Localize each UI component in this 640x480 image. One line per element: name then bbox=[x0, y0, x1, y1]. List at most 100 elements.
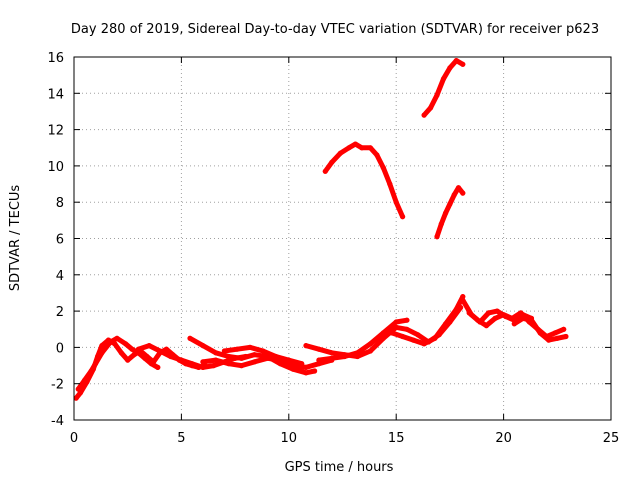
data-point bbox=[393, 319, 399, 325]
data-point bbox=[168, 353, 174, 360]
data-point bbox=[316, 346, 322, 352]
data-point bbox=[443, 321, 449, 327]
data-point bbox=[492, 315, 498, 321]
data-point bbox=[234, 346, 240, 352]
data-point bbox=[434, 234, 440, 240]
data-point bbox=[200, 343, 206, 349]
x-tick-label: 10 bbox=[281, 431, 298, 446]
data-point bbox=[511, 321, 517, 327]
data-point bbox=[346, 145, 352, 151]
data-point bbox=[380, 165, 386, 171]
data-point bbox=[367, 145, 373, 151]
data-point bbox=[410, 337, 416, 343]
data-point bbox=[552, 330, 558, 336]
data-point bbox=[400, 214, 406, 220]
series-arc-high-1 bbox=[322, 141, 406, 220]
data-point bbox=[440, 76, 447, 82]
y-tick-label: 6 bbox=[56, 233, 64, 248]
x-tick-label: 15 bbox=[388, 431, 405, 446]
data-point bbox=[75, 386, 81, 392]
y-tick-label: 4 bbox=[56, 269, 64, 284]
data-point bbox=[286, 357, 292, 363]
data-point bbox=[251, 359, 257, 365]
y-tick-label: 12 bbox=[47, 124, 64, 139]
data-point bbox=[389, 330, 395, 336]
data-point bbox=[428, 105, 434, 111]
data-point bbox=[455, 185, 462, 191]
data-point bbox=[303, 343, 309, 349]
data-point bbox=[82, 377, 88, 383]
data-point bbox=[475, 317, 481, 323]
data-point bbox=[99, 350, 105, 356]
data-point bbox=[73, 395, 79, 401]
data-point bbox=[520, 315, 526, 321]
data-point bbox=[118, 350, 124, 356]
data-point bbox=[367, 348, 373, 354]
data-point bbox=[546, 337, 552, 343]
data-point bbox=[453, 306, 459, 312]
data-point bbox=[178, 357, 184, 363]
data-point bbox=[211, 363, 217, 369]
data-point bbox=[483, 323, 489, 329]
grid-layer bbox=[74, 57, 611, 420]
x-axis-label: GPS time / hours bbox=[285, 460, 394, 475]
data-point bbox=[400, 333, 406, 340]
data-point bbox=[135, 350, 141, 356]
data-point bbox=[303, 370, 309, 376]
data-point bbox=[148, 361, 154, 367]
chart-title: Day 280 of 2019, Sidereal Day-to-day VTE… bbox=[71, 22, 599, 37]
data-point bbox=[92, 361, 99, 367]
data-point bbox=[342, 353, 348, 360]
data-point bbox=[264, 355, 270, 361]
data-point bbox=[466, 310, 472, 316]
data-point bbox=[561, 326, 567, 332]
data-point bbox=[329, 350, 335, 356]
series-arc-high-2 bbox=[434, 185, 466, 240]
tick-layer: 0 5 10 15 20 25 -4 -2 0 2 4 6 8 10 12 14 16 bbox=[47, 51, 619, 446]
data-point bbox=[299, 361, 305, 367]
data-point bbox=[451, 192, 457, 198]
data-point bbox=[352, 141, 358, 147]
data-point bbox=[337, 150, 343, 156]
data-point bbox=[251, 352, 257, 358]
y-tick-label: 8 bbox=[56, 196, 64, 211]
data-point bbox=[226, 361, 232, 367]
data-point bbox=[387, 181, 393, 187]
data-point bbox=[563, 333, 569, 340]
data-point bbox=[125, 357, 131, 363]
data-point bbox=[354, 350, 361, 356]
data-point bbox=[509, 315, 515, 321]
data-point bbox=[146, 343, 152, 349]
data-point bbox=[99, 343, 105, 349]
data-point bbox=[221, 348, 227, 354]
data-point bbox=[374, 152, 380, 158]
data-point bbox=[129, 346, 135, 352]
data-point bbox=[329, 159, 335, 165]
data-point bbox=[200, 364, 206, 370]
data-point bbox=[213, 357, 219, 363]
data-point bbox=[447, 65, 453, 71]
data-point bbox=[142, 355, 148, 361]
data-point bbox=[213, 350, 219, 356]
data-point bbox=[273, 353, 279, 360]
data-point bbox=[114, 335, 120, 341]
data-point bbox=[226, 353, 232, 360]
data-point bbox=[157, 348, 163, 354]
x-tick-label: 0 bbox=[70, 431, 78, 446]
x-tick-label: 20 bbox=[495, 431, 512, 446]
data-point bbox=[554, 335, 560, 341]
data-point bbox=[123, 341, 129, 347]
data-point bbox=[434, 92, 440, 98]
data-point bbox=[247, 344, 253, 350]
data-point bbox=[322, 168, 328, 174]
y-tick-label: 2 bbox=[56, 305, 64, 320]
data-point bbox=[453, 58, 459, 64]
data-point bbox=[135, 346, 141, 352]
y-tick-label: 0 bbox=[56, 341, 64, 356]
data-point bbox=[238, 363, 245, 369]
data-point bbox=[460, 190, 466, 196]
data-point bbox=[393, 199, 399, 205]
data-point bbox=[189, 361, 195, 367]
data-point bbox=[421, 112, 427, 118]
data-point bbox=[367, 341, 373, 347]
